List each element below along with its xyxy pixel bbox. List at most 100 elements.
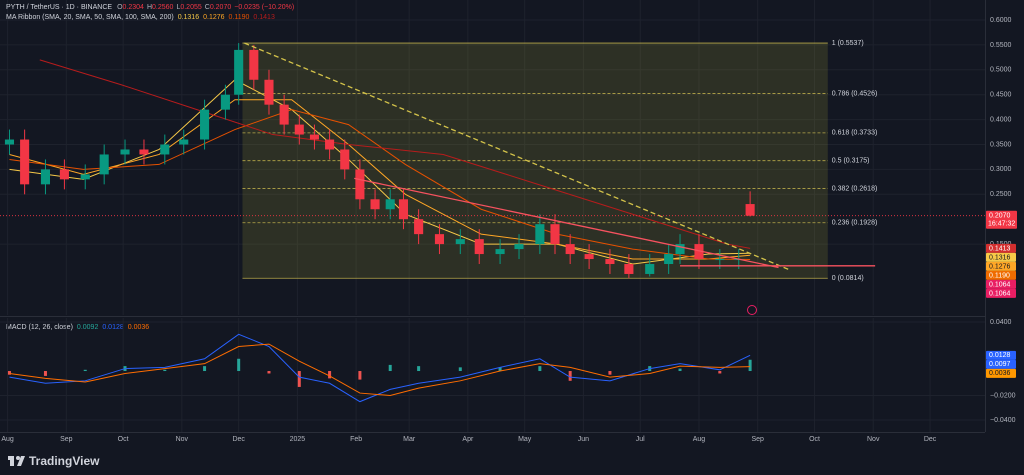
candle-body xyxy=(455,239,465,245)
candle-body xyxy=(715,259,725,261)
macd-legend-value: 0.0092 xyxy=(77,324,99,331)
histogram-bar xyxy=(388,364,392,372)
ohlc-key: C xyxy=(205,4,210,11)
scale-label-box xyxy=(986,252,1016,262)
tradingview-logo xyxy=(8,456,25,466)
macd-title: MACD (12, 26, close) 0.0092 0.0128 0.0036 xyxy=(6,324,149,331)
fib-label: 0.786 (0.4526) xyxy=(832,90,878,97)
histogram-bar xyxy=(203,366,207,372)
candle-body xyxy=(565,244,575,255)
candle-body xyxy=(434,234,445,245)
y-tick-label: 0.5500 xyxy=(990,42,1012,49)
x-tick-label: Nov xyxy=(867,436,880,443)
scale-label-box xyxy=(986,288,1016,298)
x-tick-label: Jun xyxy=(578,436,589,443)
macd-legend-value: 0.0036 xyxy=(128,324,150,331)
candle-body xyxy=(550,224,560,245)
candle-body xyxy=(294,124,304,135)
ma-value: 0.1413 xyxy=(253,14,275,21)
macd-legend-value: 0.0128 xyxy=(102,324,124,331)
fib-label: 0.236 (0.1928) xyxy=(832,220,878,227)
x-tick-label: Jul xyxy=(636,436,645,443)
x-tick-label: Feb xyxy=(350,436,362,443)
scale-label-text: 0.1064 xyxy=(989,281,1011,288)
y-tick-label: 0.2500 xyxy=(990,191,1012,198)
logo-part xyxy=(17,456,25,466)
x-tick-label: Dec xyxy=(924,436,937,443)
candle-body xyxy=(99,154,109,175)
candle-body xyxy=(675,244,685,255)
x-tick-label: Aug xyxy=(693,436,706,443)
candle-body xyxy=(535,224,545,245)
scale-label-text: 0.1276 xyxy=(989,263,1011,270)
scale-label: 0.1064 xyxy=(986,288,1016,298)
histogram-bar xyxy=(498,367,502,372)
histogram-bar xyxy=(538,366,542,372)
scale-label-text: 0.1413 xyxy=(989,245,1011,252)
logo-part xyxy=(10,460,14,466)
countdown: 16:47:32 xyxy=(988,221,1015,228)
candle-body xyxy=(220,94,230,110)
scale-label-box xyxy=(986,359,1016,369)
y-tick-label: 0.3500 xyxy=(990,141,1012,148)
candle-body xyxy=(370,199,380,210)
candle-body xyxy=(495,249,505,255)
candle-body xyxy=(234,49,244,95)
moving-average xyxy=(9,79,751,265)
candle-body xyxy=(40,169,51,185)
ohlc-value: 0.2304 xyxy=(123,4,145,11)
histogram-bar xyxy=(328,371,332,379)
x-tick-label: Oct xyxy=(809,436,820,443)
candle-body xyxy=(398,199,409,220)
grid-layer xyxy=(0,0,985,432)
ma-value: 0.1316 xyxy=(178,14,200,21)
scale-label: 0.1190 xyxy=(986,270,1016,280)
histogram-bar xyxy=(237,358,241,372)
candle-body xyxy=(160,144,170,155)
fib-label: 0.5 (0.3175) xyxy=(832,158,870,165)
y-tick-label: 0.0400 xyxy=(990,319,1012,326)
y-tick-label: 0.6000 xyxy=(990,17,1012,24)
candle-body xyxy=(59,169,69,180)
moving-average xyxy=(9,109,751,261)
candle-body xyxy=(694,244,704,260)
ohlc-key: O xyxy=(117,4,123,11)
candle-body xyxy=(605,259,615,265)
logo-part xyxy=(8,456,14,460)
candle-body xyxy=(514,244,524,250)
candle-body xyxy=(20,139,30,185)
histogram-bar xyxy=(43,371,47,376)
ma-value: 0.1190 xyxy=(229,14,250,21)
event-icon[interactable] xyxy=(747,305,757,315)
ohlc-value: 0.2070 xyxy=(210,4,232,11)
x-tick-label: May xyxy=(518,436,532,443)
candle-body xyxy=(584,254,594,260)
scale-label-text: 0.1064 xyxy=(989,290,1011,297)
histogram-bar xyxy=(608,371,612,375)
candle-body xyxy=(200,109,210,140)
histogram-bar xyxy=(297,371,301,387)
histogram-bar xyxy=(83,369,87,372)
x-tick-label: 2025 xyxy=(290,436,306,443)
scale-label: 0.0128 xyxy=(986,350,1016,360)
scale-label: 0.1316 xyxy=(986,252,1016,262)
fib-label: 1 (0.5537) xyxy=(832,40,864,47)
symbol: PYTH / TetherUS · 1D · BINANCE xyxy=(6,4,112,11)
macd-line xyxy=(9,343,751,397)
histogram-bar xyxy=(568,371,572,381)
macd-line xyxy=(9,333,751,403)
histogram-bar xyxy=(7,371,11,375)
x-tick-label: Aug xyxy=(1,436,14,443)
histogram-bar xyxy=(163,369,167,372)
ohlc-key: H xyxy=(147,4,152,11)
trendline xyxy=(244,42,791,271)
candle-body xyxy=(4,139,15,145)
scale-label: 0.1276 xyxy=(986,261,1016,271)
ma-title: MA Ribbon (SMA, 20, SMA, 50, SMA, 100, S… xyxy=(6,14,174,21)
candle-body xyxy=(120,149,130,155)
y-tick-label: 0.4500 xyxy=(990,92,1012,99)
fib-label: 0.382 (0.2618) xyxy=(832,185,878,192)
last-price-label: 0.2070 xyxy=(989,213,1011,220)
candle-body xyxy=(745,204,755,216)
